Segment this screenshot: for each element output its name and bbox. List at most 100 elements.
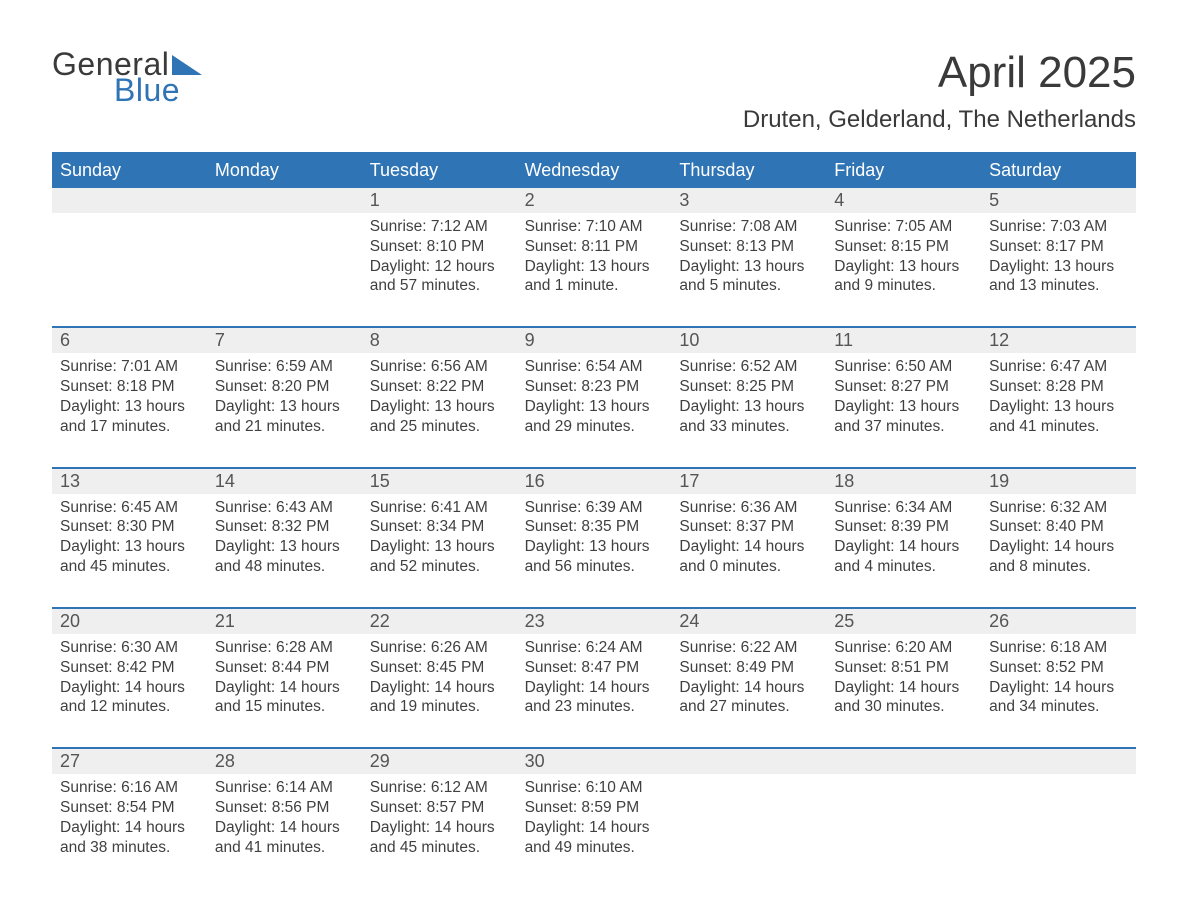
date-number: 28 [207,749,362,774]
date-number: 24 [671,609,826,634]
weekday-header: Sunday [52,154,207,188]
sunset-line: Sunset: 8:45 PM [370,658,509,678]
date-number: 19 [981,469,1136,494]
day-cell: Sunrise: 6:50 AMSunset: 8:27 PMDaylight:… [826,353,981,466]
info-row: Sunrise: 7:01 AMSunset: 8:18 PMDaylight:… [52,353,1136,466]
date-number: 14 [207,469,362,494]
sunrise-line: Sunrise: 6:14 AM [215,778,354,798]
daylight-line: Daylight: 14 hours and 45 minutes. [370,818,509,858]
date-number: 15 [362,469,517,494]
date-number: 26 [981,609,1136,634]
title-block: April 2025 Druten, Gelderland, The Nethe… [743,48,1136,134]
day-cell: Sunrise: 6:59 AMSunset: 8:20 PMDaylight:… [207,353,362,466]
date-number [981,749,1136,774]
sunset-line: Sunset: 8:47 PM [525,658,664,678]
sunset-line: Sunset: 8:28 PM [989,377,1128,397]
sunset-line: Sunset: 8:17 PM [989,237,1128,257]
sunrise-line: Sunrise: 7:05 AM [834,217,973,237]
sunset-line: Sunset: 8:11 PM [525,237,664,257]
sunset-line: Sunset: 8:42 PM [60,658,199,678]
date-number: 6 [52,328,207,353]
day-cell [826,774,981,863]
sunset-line: Sunset: 8:59 PM [525,798,664,818]
sunrise-line: Sunrise: 6:26 AM [370,638,509,658]
daylight-line: Daylight: 14 hours and 15 minutes. [215,678,354,718]
daylight-line: Daylight: 14 hours and 19 minutes. [370,678,509,718]
sunset-line: Sunset: 8:44 PM [215,658,354,678]
date-number: 16 [517,469,672,494]
weekday-header: Tuesday [362,154,517,188]
date-number: 18 [826,469,981,494]
daylight-line: Daylight: 14 hours and 38 minutes. [60,818,199,858]
daylight-line: Daylight: 13 hours and 45 minutes. [60,537,199,577]
sunrise-line: Sunrise: 7:10 AM [525,217,664,237]
date-number: 13 [52,469,207,494]
sunrise-line: Sunrise: 6:20 AM [834,638,973,658]
weekday-header-row: SundayMondayTuesdayWednesdayThursdayFrid… [52,154,1136,188]
day-cell: Sunrise: 6:20 AMSunset: 8:51 PMDaylight:… [826,634,981,747]
sunrise-line: Sunrise: 7:08 AM [679,217,818,237]
calendar-body: 12345Sunrise: 7:12 AMSunset: 8:10 PMDayl… [52,188,1136,864]
info-row: Sunrise: 6:16 AMSunset: 8:54 PMDaylight:… [52,774,1136,863]
daylight-line: Daylight: 13 hours and 41 minutes. [989,397,1128,437]
date-number: 29 [362,749,517,774]
sunrise-line: Sunrise: 6:36 AM [679,498,818,518]
date-row: 13141516171819 [52,467,1136,494]
daylight-line: Daylight: 13 hours and 13 minutes. [989,257,1128,297]
date-row: 20212223242526 [52,607,1136,634]
day-cell: Sunrise: 6:39 AMSunset: 8:35 PMDaylight:… [517,494,672,607]
day-cell [52,213,207,326]
day-cell: Sunrise: 6:14 AMSunset: 8:56 PMDaylight:… [207,774,362,863]
sunset-line: Sunset: 8:37 PM [679,517,818,537]
sunset-line: Sunset: 8:13 PM [679,237,818,257]
date-number: 4 [826,188,981,213]
sunset-line: Sunset: 8:20 PM [215,377,354,397]
daylight-line: Daylight: 14 hours and 8 minutes. [989,537,1128,577]
info-row: Sunrise: 7:12 AMSunset: 8:10 PMDaylight:… [52,213,1136,326]
sunset-line: Sunset: 8:23 PM [525,377,664,397]
daylight-line: Daylight: 12 hours and 57 minutes. [370,257,509,297]
sunrise-line: Sunrise: 6:45 AM [60,498,199,518]
sunrise-line: Sunrise: 6:54 AM [525,357,664,377]
sunset-line: Sunset: 8:22 PM [370,377,509,397]
day-cell: Sunrise: 6:36 AMSunset: 8:37 PMDaylight:… [671,494,826,607]
sunset-line: Sunset: 8:56 PM [215,798,354,818]
day-cell: Sunrise: 7:08 AMSunset: 8:13 PMDaylight:… [671,213,826,326]
daylight-line: Daylight: 13 hours and 21 minutes. [215,397,354,437]
info-row: Sunrise: 6:45 AMSunset: 8:30 PMDaylight:… [52,494,1136,607]
day-cell: Sunrise: 6:52 AMSunset: 8:25 PMDaylight:… [671,353,826,466]
daylight-line: Daylight: 13 hours and 48 minutes. [215,537,354,577]
sunrise-line: Sunrise: 6:41 AM [370,498,509,518]
daylight-line: Daylight: 13 hours and 5 minutes. [679,257,818,297]
sunset-line: Sunset: 8:30 PM [60,517,199,537]
sunrise-line: Sunrise: 6:16 AM [60,778,199,798]
date-number: 12 [981,328,1136,353]
daylight-line: Daylight: 14 hours and 0 minutes. [679,537,818,577]
daylight-line: Daylight: 14 hours and 41 minutes. [215,818,354,858]
sunset-line: Sunset: 8:52 PM [989,658,1128,678]
weekday-header: Monday [207,154,362,188]
sunset-line: Sunset: 8:15 PM [834,237,973,257]
sunset-line: Sunset: 8:57 PM [370,798,509,818]
sunrise-line: Sunrise: 6:30 AM [60,638,199,658]
daylight-line: Daylight: 14 hours and 49 minutes. [525,818,664,858]
date-number: 2 [517,188,672,213]
page-title: April 2025 [743,48,1136,98]
daylight-line: Daylight: 13 hours and 52 minutes. [370,537,509,577]
date-number [207,188,362,213]
sunrise-line: Sunrise: 6:47 AM [989,357,1128,377]
day-cell: Sunrise: 6:34 AMSunset: 8:39 PMDaylight:… [826,494,981,607]
day-cell: Sunrise: 6:16 AMSunset: 8:54 PMDaylight:… [52,774,207,863]
day-cell: Sunrise: 7:10 AMSunset: 8:11 PMDaylight:… [517,213,672,326]
day-cell [671,774,826,863]
date-number: 22 [362,609,517,634]
sunrise-line: Sunrise: 6:12 AM [370,778,509,798]
day-cell: Sunrise: 6:41 AMSunset: 8:34 PMDaylight:… [362,494,517,607]
day-cell: Sunrise: 7:01 AMSunset: 8:18 PMDaylight:… [52,353,207,466]
date-number [826,749,981,774]
sunset-line: Sunset: 8:34 PM [370,517,509,537]
location-subtitle: Druten, Gelderland, The Netherlands [743,106,1136,134]
weekday-header: Saturday [981,154,1136,188]
sunrise-line: Sunrise: 6:28 AM [215,638,354,658]
day-cell: Sunrise: 6:28 AMSunset: 8:44 PMDaylight:… [207,634,362,747]
